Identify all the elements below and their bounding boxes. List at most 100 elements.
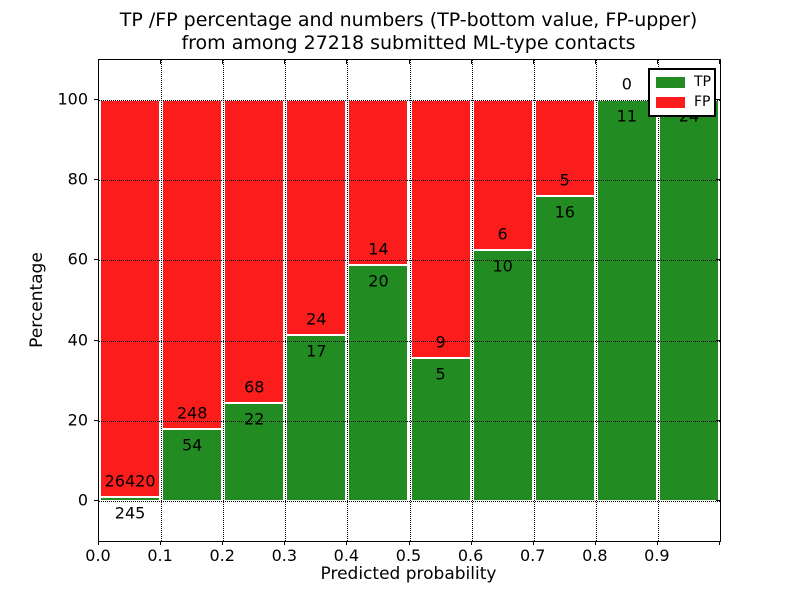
tp-count-label: 17 — [306, 341, 327, 361]
y-tick-right — [716, 259, 720, 261]
y-tick — [94, 339, 98, 341]
v-gridline — [161, 60, 163, 541]
fp-bar-segment — [224, 100, 285, 403]
tp-count-label: 22 — [244, 409, 265, 429]
tp-bar-segment — [534, 195, 595, 501]
x-tick-label: 0.0 — [85, 546, 111, 565]
x-tick-label: 0.7 — [519, 546, 546, 565]
v-gridline — [285, 60, 287, 541]
x-tick — [408, 541, 410, 545]
legend-entry-fp: FP — [656, 94, 711, 110]
fp-count-label: 5 — [559, 170, 570, 190]
y-tick-label: 40 — [67, 330, 88, 350]
x-tick-top — [160, 60, 162, 64]
fp-count-label: 9 — [435, 332, 446, 352]
x-tick-label: 0.1 — [147, 546, 173, 565]
fp-bar-segment — [534, 100, 595, 196]
fp-count-label: 6 — [497, 224, 508, 244]
fp-bar-segment — [162, 100, 223, 430]
x-tick-label: 0.8 — [582, 546, 608, 565]
h-gridline — [99, 100, 720, 102]
tp-count-label: 245 — [114, 503, 146, 523]
fp-count-label: 26420 — [104, 471, 156, 491]
y-tick — [94, 499, 98, 501]
fp-bar-segment — [410, 100, 471, 358]
x-tick-top — [532, 60, 534, 64]
fp-bar-segment — [348, 100, 409, 266]
tp-bar-segment — [224, 402, 285, 501]
fp-count-label: 14 — [368, 239, 389, 259]
y-tick — [94, 99, 98, 101]
x-tick-top — [222, 60, 224, 64]
y-tick-right — [716, 499, 720, 501]
x-axis-label: Predicted probability — [320, 564, 497, 584]
v-gridline — [657, 60, 659, 541]
x-tick-top — [284, 60, 286, 64]
fp-color-swatch — [656, 97, 685, 108]
x-tick-top — [470, 60, 472, 64]
v-gridline — [595, 60, 597, 541]
x-tick — [98, 541, 99, 545]
h-gridline — [99, 420, 720, 422]
x-tick-top — [594, 60, 596, 64]
x-tick — [160, 541, 162, 545]
tp-bar-segment — [658, 100, 719, 501]
tp-count-label: 5 — [435, 364, 446, 384]
x-tick — [719, 541, 720, 545]
h-gridline — [99, 340, 720, 342]
v-gridline — [409, 60, 411, 541]
v-gridline — [347, 60, 349, 541]
fp-bar-segment — [472, 100, 533, 251]
tp-bar-segment — [472, 250, 533, 501]
tp-bar-segment — [286, 334, 347, 501]
x-tick — [222, 541, 224, 545]
v-gridline — [471, 60, 473, 541]
x-tick-top — [346, 60, 348, 64]
tp-bar-segment — [162, 429, 223, 501]
plot-area: TP FP 26420 245 248 54 68 22 24 17 14 20 9 5 6 10 5 16 0… — [98, 59, 721, 542]
x-tick — [532, 541, 534, 545]
tp-count-label: 11 — [616, 106, 638, 126]
y-tick — [94, 419, 98, 421]
x-tick-label: 0.4 — [333, 546, 360, 565]
tp-count-label: 16 — [554, 202, 575, 222]
legend: TP FP — [648, 68, 716, 117]
x-tick-label: 0.9 — [644, 546, 670, 565]
y-tick-label: 80 — [67, 169, 88, 189]
legend-entry-tp: TP — [656, 75, 711, 90]
x-tick-label: 0.2 — [209, 546, 235, 565]
y-tick-label: 100 — [57, 89, 88, 109]
x-tick — [470, 541, 472, 545]
x-tick — [346, 541, 348, 545]
x-tick-top — [719, 60, 720, 64]
x-tick-label: 0.3 — [271, 546, 298, 565]
y-tick-label: 0 — [77, 490, 88, 510]
x-tick-label: 0.5 — [395, 546, 422, 565]
tp-bar-segment — [100, 497, 161, 501]
legend-label-fp: FP — [694, 94, 711, 110]
x-tick — [284, 541, 286, 545]
y-tick-right — [716, 179, 720, 181]
v-gridline — [223, 60, 225, 541]
tp-bar-segment — [596, 100, 657, 501]
tp-bar-segment — [348, 265, 409, 501]
x-tick — [594, 541, 596, 545]
x-tick — [656, 541, 658, 545]
fp-count-label: 248 — [176, 403, 208, 423]
v-gridline — [533, 60, 535, 541]
y-tick-right — [716, 99, 720, 101]
y-tick-label: 60 — [67, 249, 88, 269]
x-tick-top — [408, 60, 410, 64]
fp-bar-segment — [286, 100, 347, 335]
y-tick-right — [716, 419, 720, 421]
fp-count-label: 68 — [244, 377, 265, 397]
fp-bar-segment — [100, 100, 161, 498]
y-tick — [94, 259, 98, 261]
x-tick-top — [98, 60, 99, 64]
h-gridline — [99, 180, 720, 182]
tp-count-label: 54 — [181, 435, 203, 455]
fp-count-label: 0 — [621, 74, 632, 94]
y-tick-right — [716, 339, 720, 341]
y-tick-label: 20 — [67, 410, 88, 430]
